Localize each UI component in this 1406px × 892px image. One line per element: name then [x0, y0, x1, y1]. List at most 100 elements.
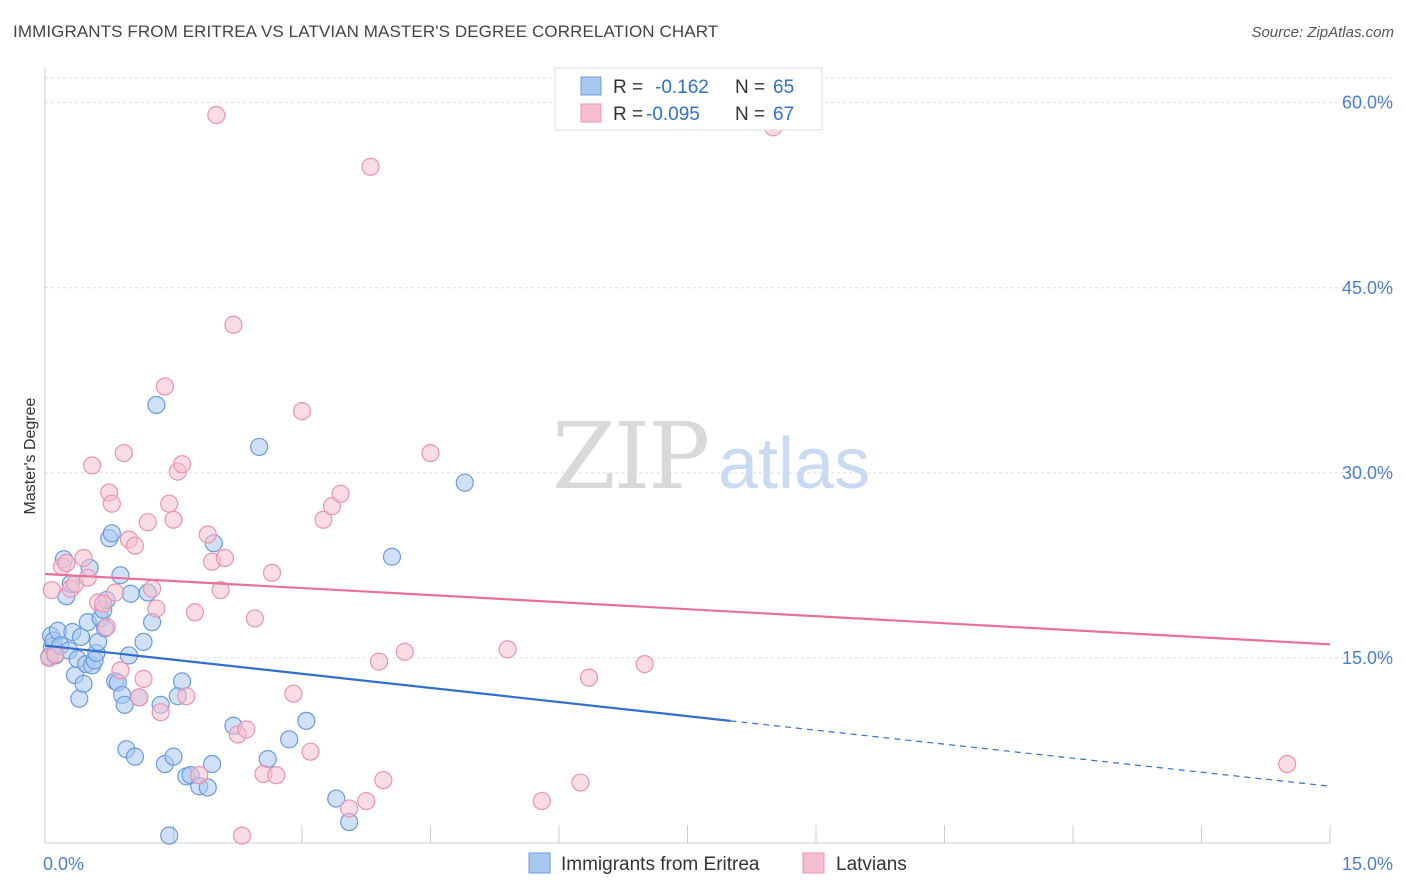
legend-swatch-pink	[580, 103, 602, 123]
data-point-pink	[172, 455, 192, 474]
bottom-legend-swatch-pink	[802, 852, 825, 874]
data-point-pink	[532, 791, 551, 811]
x-tick-label: 0.0%	[43, 854, 84, 874]
data-point-blue	[121, 584, 140, 603]
bottom-legend-swatch-blue	[528, 852, 551, 874]
trend-line-blue	[44, 644, 731, 722]
legend-swatch-blue	[580, 76, 602, 96]
data-point-pink	[322, 497, 342, 516]
data-point-pink	[142, 579, 162, 598]
trend-lines	[44, 572, 1331, 787]
bottom-legend: Immigrants from Eritrea Latvians	[528, 852, 907, 875]
data-point-blue	[297, 711, 316, 730]
trend-line-pink	[44, 572, 1331, 646]
data-point-pink	[374, 770, 393, 790]
data-point-pink	[292, 402, 312, 421]
chart-source: Source: ZipAtlas.com	[1251, 24, 1394, 41]
data-point-pink	[232, 826, 252, 845]
data-point-pink	[314, 510, 333, 529]
data-point-pink	[190, 766, 209, 785]
data-point-pink	[331, 484, 350, 503]
data-point-blue	[160, 826, 179, 845]
data-point-pink	[83, 456, 102, 475]
data-point-pink	[177, 687, 196, 706]
legend-n-label-pink: N =	[735, 104, 765, 125]
data-point-pink	[395, 642, 414, 661]
x-tick-labels: 0.0% 15.0%	[43, 854, 1393, 874]
data-point-pink	[370, 652, 389, 671]
y-tick-label: 60.0%	[1342, 93, 1393, 113]
data-point-pink	[635, 654, 654, 674]
chart-title: IMMIGRANTS FROM ERITREA VS LATVIAN MASTE…	[13, 22, 719, 41]
data-point-blue	[327, 789, 346, 808]
data-point-pink	[147, 599, 166, 618]
watermark-zip: ZIP	[552, 403, 708, 510]
data-point-pink	[160, 494, 179, 513]
data-point-pink	[155, 377, 175, 396]
data-point-pink	[284, 684, 303, 703]
y-tick-label: 30.0%	[1342, 463, 1393, 483]
data-point-pink	[185, 603, 205, 622]
data-point-pink	[262, 563, 282, 582]
data-point-blue	[147, 395, 166, 415]
legend-r-value-blue: -0.162	[655, 77, 709, 98]
y-tick-labels: 15.0% 30.0% 45.0% 60.0%	[1342, 93, 1393, 668]
watermark: ZIP atlas	[552, 403, 870, 510]
data-point-pink	[57, 553, 76, 573]
data-point-blue	[250, 437, 269, 457]
data-point-blue	[71, 627, 91, 647]
data-point-pink	[102, 494, 121, 513]
data-point-pink	[361, 157, 380, 176]
data-point-blue	[102, 524, 121, 543]
data-point-blue	[125, 747, 145, 766]
data-point-pink	[571, 773, 590, 792]
data-point-pink	[151, 703, 170, 722]
data-point-pink	[106, 583, 125, 602]
data-point-blue	[134, 632, 153, 651]
legend: R = -0.162 N = 65 R = -0.095 N = 67	[554, 67, 823, 131]
y-tick-label: 45.0%	[1342, 278, 1393, 298]
bottom-legend-label-blue: Immigrants from Eritrea	[561, 854, 760, 875]
legend-r-value-pink: -0.095	[646, 104, 700, 125]
data-point-blue	[164, 747, 183, 766]
data-point-pink	[498, 640, 517, 659]
data-point-pink	[301, 742, 320, 761]
data-point-pink	[130, 688, 149, 707]
legend-r-label-blue: R =	[613, 77, 643, 98]
data-point-pink	[579, 668, 599, 687]
data-point-blue	[455, 473, 474, 492]
data-point-pink	[224, 315, 243, 334]
y-axis-label: Master's Degree	[22, 397, 39, 514]
legend-r-label-pink: R =	[613, 104, 643, 125]
data-point-pink	[245, 609, 264, 628]
data-point-pink	[215, 548, 234, 568]
data-point-blue	[280, 730, 299, 749]
data-point-blue	[111, 566, 130, 585]
data-point-pink	[134, 669, 153, 688]
trend-line-extension-blue	[730, 720, 1331, 787]
data-point-pink	[198, 525, 217, 544]
watermark-atlas: atlas	[718, 424, 870, 504]
grid-lines	[45, 77, 1395, 659]
data-point-pink	[211, 580, 230, 600]
data-point-pink	[340, 799, 359, 818]
legend-n-value-pink: 67	[773, 104, 794, 125]
data-point-pink	[237, 720, 256, 739]
data-point-pink	[357, 791, 376, 811]
data-point-pink	[94, 594, 113, 613]
data-point-pink	[114, 443, 133, 463]
data-point-pink	[421, 443, 440, 463]
data-point-pink	[138, 513, 157, 532]
data-point-pink	[74, 548, 93, 568]
x-tick-label: 15.0%	[1342, 854, 1393, 874]
data-point-pink	[1278, 754, 1297, 774]
data-point-blue	[115, 695, 134, 714]
data-point-pink	[111, 661, 130, 680]
data-point-blue	[198, 778, 217, 797]
data-point-blue	[202, 754, 222, 774]
data-point-pink	[267, 766, 286, 785]
legend-n-value-blue: 65	[773, 77, 794, 98]
data-point-pink	[125, 536, 145, 555]
legend-n-label-blue: N =	[735, 77, 765, 98]
data-point-blue	[74, 674, 93, 693]
